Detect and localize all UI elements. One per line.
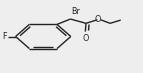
Text: O: O <box>82 34 89 43</box>
Text: F: F <box>3 32 7 41</box>
Text: O: O <box>95 15 101 24</box>
Text: Br: Br <box>71 7 80 16</box>
